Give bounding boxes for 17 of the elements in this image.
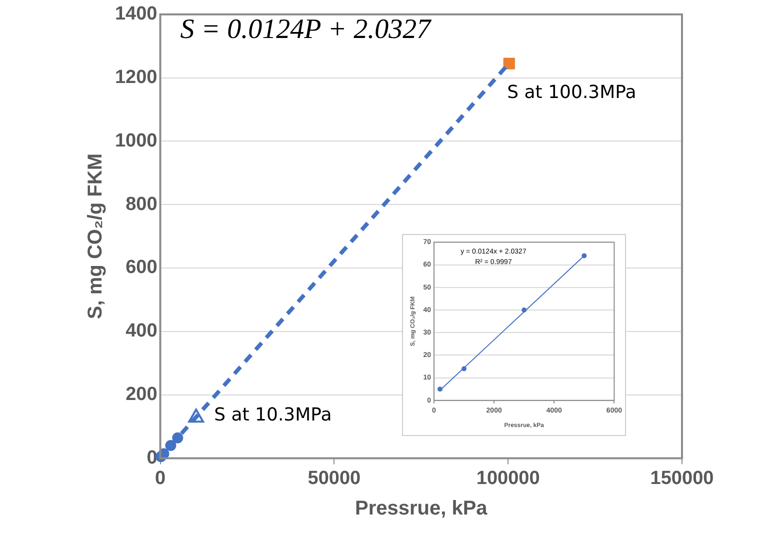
y-tick-label: 800 [126,194,158,215]
y-axis-title: S, mg CO₂/g FKM [84,154,107,320]
point [503,58,515,70]
y-tick-label: 1200 [114,67,158,88]
annotation: S = 0.0124P + 2.0327 [180,14,432,45]
y-tick-label: 0 [146,447,158,468]
y-tick-label: 1400 [114,4,158,25]
y-tick-label: 600 [126,257,158,278]
x-tick-label: 150000 [650,468,714,489]
x-tick-label: 50000 [308,468,361,489]
x-tick-label: 100000 [476,468,540,489]
y-tick-label: 1000 [114,130,158,152]
y-tick-label: 400 [126,320,158,342]
x-axis-title: Pressrue, kPa [354,498,488,520]
annotation: S at 10.3MPa [214,404,332,426]
annotation: S at 100.3MPa [507,82,636,104]
y-tick-label: 200 [126,384,158,406]
